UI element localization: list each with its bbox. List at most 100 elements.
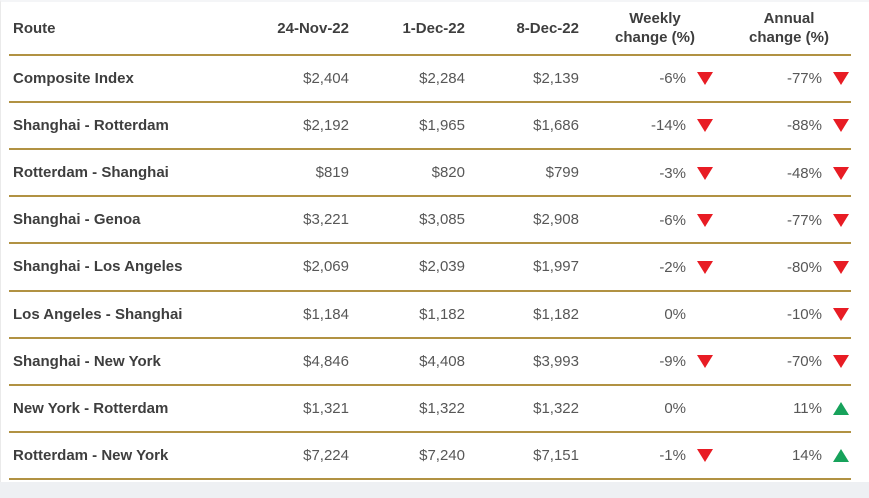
route-cell: Shanghai - Genoa [13, 211, 141, 229]
weekly-change-cell: 0% [581, 291, 715, 338]
weekly-change-cell: -9% [581, 338, 715, 385]
down-triangle-icon [696, 260, 713, 274]
rate-cell-1dec: $1,182 [419, 305, 465, 323]
annual-change-cell: -77% [715, 55, 851, 102]
rate-cell-8dec: $799 [545, 164, 579, 182]
weekly-change-cell: -2% [581, 243, 715, 290]
annual-change-value: 11% [793, 400, 822, 418]
rate-cell-24nov: $3,221 [303, 211, 349, 229]
annual-change-cell: 14% [715, 432, 851, 479]
table-row: New York - Rotterdam $1,321 $1,322 $1,32… [9, 385, 851, 432]
down-triangle-icon [832, 72, 849, 86]
rate-cell-24nov: $2,404 [303, 70, 349, 88]
table-row: Shanghai - New York $4,846 $4,408 $3,993… [9, 338, 851, 385]
route-cell: Shanghai - Los Angeles [13, 258, 183, 276]
table-row: Shanghai - Genoa $3,221 $3,085 $2,908 -6… [9, 196, 851, 244]
down-triangle-icon [696, 213, 713, 227]
rate-cell-24nov: $819 [315, 164, 349, 182]
col-header-annual-change: Annual change (%) [748, 10, 829, 46]
down-triangle-icon [696, 72, 713, 86]
route-cell: New York - Rotterdam [13, 399, 169, 417]
rate-cell-8dec: $2,139 [533, 70, 579, 88]
rate-cell-8dec: $2,908 [533, 211, 579, 229]
rate-cell-24nov: $1,184 [303, 305, 349, 323]
weekly-change-value: -6% [659, 70, 686, 88]
up-triangle-icon [832, 402, 849, 416]
table-row: Rotterdam - New York $7,224 $7,240 $7,15… [9, 432, 851, 479]
route-cell: Rotterdam - Shanghai [13, 164, 169, 182]
rate-cell-1dec: $7,240 [419, 446, 465, 464]
annual-change-value: -70% [786, 352, 822, 370]
weekly-change-cell: -6% [581, 55, 715, 102]
col-header-route: Route [13, 19, 56, 37]
weekly-change-value: -14% [650, 117, 686, 135]
annual-change-value: -77% [786, 70, 822, 88]
rate-cell-8dec: $1,182 [533, 305, 579, 323]
weekly-change-value: -2% [659, 258, 686, 276]
rate-cell-1dec: $4,408 [419, 352, 465, 370]
weekly-change-value: 0% [664, 305, 686, 323]
down-triangle-icon [832, 119, 849, 133]
annual-change-cell: 11% [715, 385, 851, 432]
col-header-24nov: 24-Nov-22 [277, 19, 349, 37]
annual-change-value: -10% [786, 305, 822, 323]
down-triangle-icon [832, 354, 849, 368]
route-cell: Shanghai - New York [13, 352, 161, 370]
rate-cell-24nov: $4,846 [303, 352, 349, 370]
rate-cell-8dec: $1,997 [533, 258, 579, 276]
container-freight-rates-table: Route 24-Nov-22 1-Dec-22 8-Dec-22 Weekly… [9, 2, 851, 480]
rate-cell-1dec: $3,085 [419, 211, 465, 229]
page-background-strip [0, 482, 869, 498]
rate-cell-24nov: $7,224 [303, 446, 349, 464]
down-triangle-icon [832, 213, 849, 227]
weekly-change-cell: -6% [581, 196, 715, 243]
down-triangle-icon [832, 307, 849, 321]
annual-change-value: -88% [786, 117, 822, 135]
col-header-8dec: 8-Dec-22 [516, 19, 579, 37]
route-cell: Composite Index [13, 70, 134, 88]
annual-change-value: -80% [786, 258, 822, 276]
annual-change-value: 14% [791, 447, 822, 465]
rate-cell-24nov: $2,069 [303, 258, 349, 276]
down-triangle-icon [696, 166, 713, 180]
annual-change-cell: -77% [715, 196, 851, 243]
annual-change-cell: -48% [715, 149, 851, 196]
rate-cell-8dec: $1,686 [533, 117, 579, 135]
weekly-change-cell: 0% [581, 385, 715, 432]
weekly-change-cell: -14% [581, 102, 715, 149]
down-triangle-icon [832, 260, 849, 274]
rate-cell-1dec: $2,284 [419, 70, 465, 88]
annual-change-value: -48% [786, 164, 822, 182]
rate-cell-24nov: $2,192 [303, 117, 349, 135]
down-triangle-icon [696, 354, 713, 368]
table-row: Shanghai - Rotterdam $2,192 $1,965 $1,68… [9, 102, 851, 150]
table-row: Shanghai - Los Angeles $2,069 $2,039 $1,… [9, 243, 851, 291]
rate-cell-24nov: $1,321 [303, 399, 349, 417]
col-header-weekly-change: Weekly change (%) [614, 10, 695, 46]
weekly-change-value: -3% [659, 164, 686, 182]
table-header-row: Route 24-Nov-22 1-Dec-22 8-Dec-22 Weekly… [9, 2, 851, 55]
table-row: Composite Index $2,404 $2,284 $2,139 -6%… [9, 55, 851, 103]
annual-change-cell: -70% [715, 338, 851, 385]
annual-change-cell: -88% [715, 102, 851, 149]
annual-change-cell: -80% [715, 243, 851, 290]
col-header-1dec: 1-Dec-22 [402, 19, 465, 37]
route-cell: Los Angeles - Shanghai [13, 305, 183, 323]
weekly-change-value: -9% [659, 352, 686, 370]
down-triangle-icon [832, 166, 849, 180]
rate-cell-8dec: $1,322 [533, 399, 579, 417]
annual-change-cell: -10% [715, 291, 851, 338]
rate-cell-1dec: $1,322 [419, 399, 465, 417]
route-cell: Rotterdam - New York [13, 446, 169, 464]
rate-cell-1dec: $820 [431, 164, 465, 182]
route-cell: Shanghai - Rotterdam [13, 117, 169, 135]
down-triangle-icon [696, 449, 713, 463]
table-row: Los Angeles - Shanghai $1,184 $1,182 $1,… [9, 291, 851, 338]
table-row: Rotterdam - Shanghai $819 $820 $799 -3% … [9, 149, 851, 197]
rate-cell-8dec: $7,151 [533, 446, 579, 464]
down-triangle-icon [696, 119, 713, 133]
weekly-change-value: -1% [659, 447, 686, 465]
weekly-change-cell: -1% [581, 432, 715, 479]
up-triangle-icon [832, 449, 849, 463]
